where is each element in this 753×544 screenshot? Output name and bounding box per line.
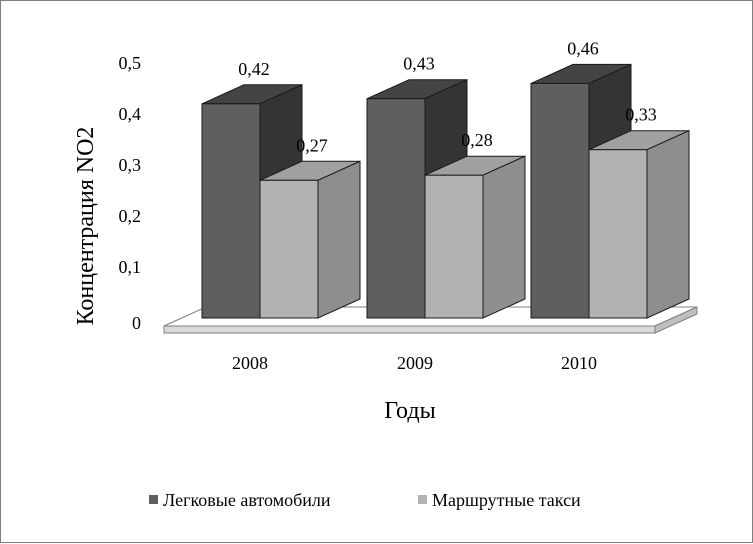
chart-floor-side: [654, 306, 698, 334]
y-tick-label: 0,5: [119, 53, 142, 73]
data-label: 0,27: [296, 135, 328, 155]
bar-side-face: [646, 129, 690, 319]
x-tick-label: 2008: [232, 353, 268, 373]
y-tick-label: 0,4: [119, 104, 142, 124]
bar-маршрутные-такси-2009: [424, 155, 526, 319]
y-axis-label: Концентрация NO2: [73, 127, 99, 326]
legend-swatch: [418, 495, 427, 504]
data-label: 0,46: [567, 38, 599, 58]
data-label: 0,43: [403, 54, 435, 74]
data-label: 0,42: [238, 59, 270, 79]
y-tick-label: 0: [132, 313, 141, 333]
legend-label: Легковые автомобили: [163, 490, 331, 510]
bar-front-face: [588, 149, 648, 319]
legend-swatch: [149, 495, 158, 504]
bar-front-face: [530, 82, 590, 319]
bar-маршрутные-такси-2008: [259, 160, 361, 319]
bar-side-face: [317, 160, 361, 319]
x-axis-label: Годы: [384, 398, 435, 424]
bar-side-face: [482, 155, 526, 319]
bar-front-face: [201, 103, 261, 319]
y-tick-label: 0,2: [119, 206, 142, 226]
x-tick-label: 2009: [397, 353, 433, 373]
legend-label: Маршрутные такси: [432, 490, 581, 510]
x-tick-label: 2010: [561, 353, 597, 373]
bar-front-face: [424, 174, 484, 319]
data-label: 0,33: [625, 105, 657, 125]
bar-front-face: [259, 179, 319, 319]
bar-маршрутные-такси-2010: [588, 129, 690, 319]
y-tick-label: 0,1: [119, 257, 142, 277]
bar-front-face: [366, 98, 426, 319]
data-label: 0,28: [461, 130, 493, 150]
legend: Легковые автомобили Маршрутные такси: [149, 490, 581, 510]
y-tick-label: 0,3: [119, 155, 142, 175]
chart-floor-front: [163, 325, 656, 334]
